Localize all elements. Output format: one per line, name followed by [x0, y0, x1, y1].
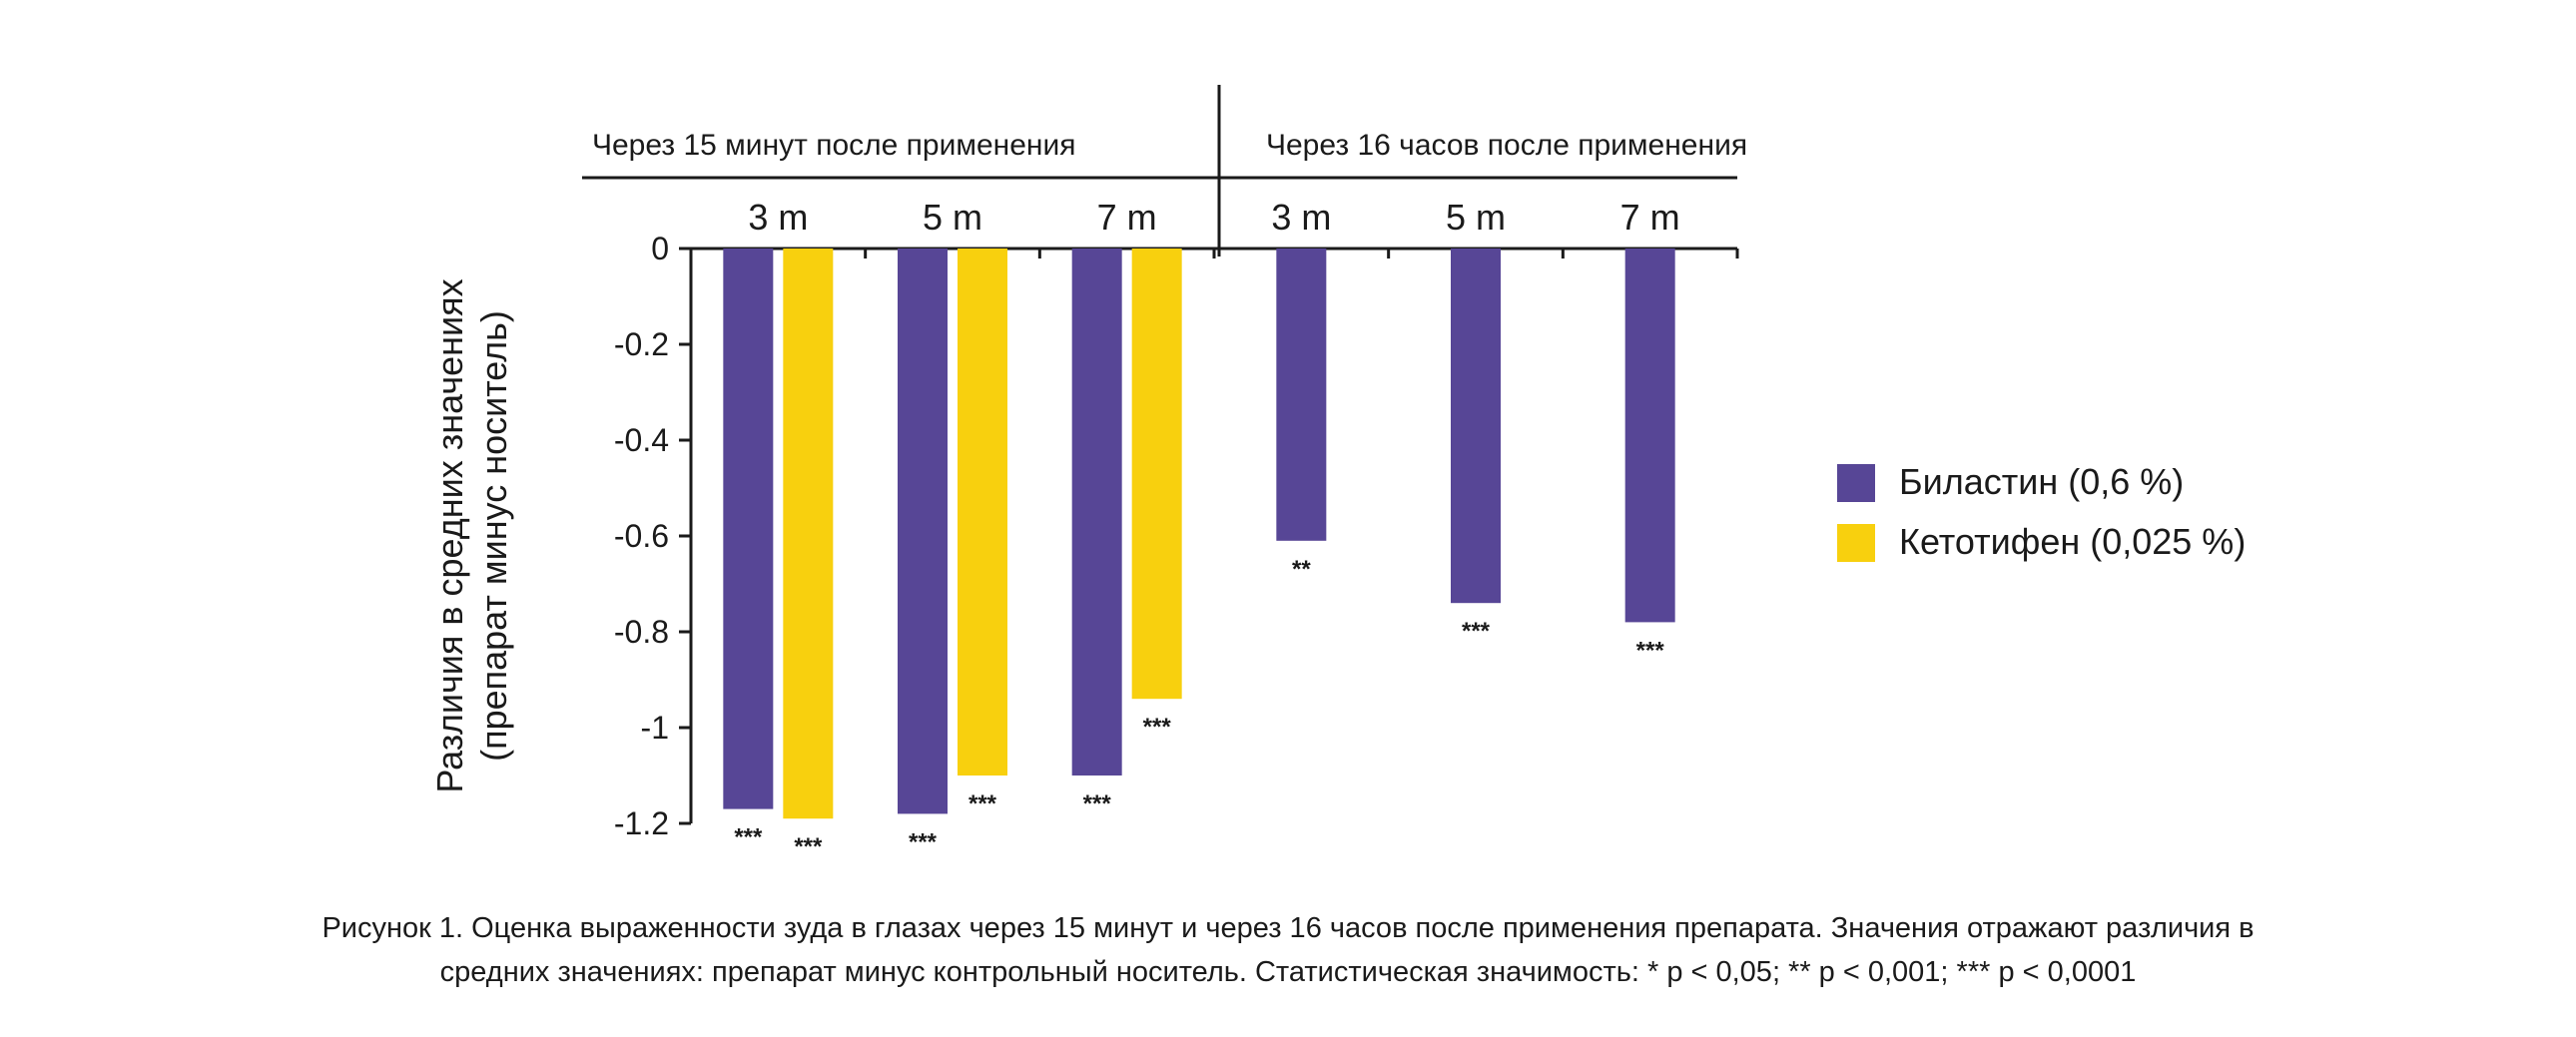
y-tick-label: -0.2 [614, 326, 669, 362]
y-axis-label-line-2: (препарат минус носитель) [473, 310, 514, 762]
figure-caption: Рисунок 1. Оценка выраженности зуда в гл… [120, 906, 2456, 994]
bar [723, 249, 774, 809]
axes [582, 85, 1739, 825]
significance-label: *** [1636, 637, 1665, 664]
category-label: 5 m [923, 197, 982, 238]
category-label: 7 m [1620, 197, 1680, 238]
legend-swatch [1837, 464, 1875, 502]
category-label: 3 m [1271, 197, 1331, 238]
labels: 0 -0.2 -0.4 -0.6 -0.8 -1 -1.2 Различия в средни… [429, 129, 1747, 860]
y-tick-label: -1.2 [614, 805, 669, 841]
significance-label: *** [734, 824, 763, 851]
significance-label: *** [1083, 790, 1112, 817]
bar [1276, 249, 1327, 541]
category-label: 7 m [1097, 197, 1157, 238]
y-axis-label: Различия в средних значениях(препарат ми… [429, 278, 514, 792]
significance-label: *** [968, 790, 997, 817]
y-tick-label: -1 [641, 710, 669, 746]
bar [958, 249, 1007, 776]
bar [1624, 249, 1675, 623]
caption-line-1: Рисунок 1. Оценка выраженности зуда в гл… [322, 912, 2254, 944]
legend-label: Кетотифен (0,025 %) [1899, 521, 2246, 562]
caption-line-2: средних значениях: препарат минус контро… [439, 956, 2137, 988]
significance-label: *** [1462, 618, 1491, 645]
bars [723, 249, 1675, 819]
legend-swatch [1837, 524, 1875, 562]
significance-label: *** [794, 833, 823, 860]
y-tick-label: -0.4 [614, 422, 669, 458]
y-axis-label-line-1: Различия в средних значениях [429, 278, 470, 792]
legend: Биластин (0,6 %) Кетотифен (0,025 %) [1837, 461, 2246, 562]
significance-label: *** [1143, 714, 1172, 741]
bar [783, 249, 834, 819]
bar [1131, 249, 1182, 700]
legend-label: Биластин (0,6 %) [1899, 461, 2184, 502]
group-label: Через 15 минут после применения [592, 129, 1075, 162]
group-label: Через 16 часов после применения [1266, 129, 1747, 162]
category-label: 3 m [748, 197, 808, 238]
significance-label: *** [909, 828, 938, 855]
bar [1071, 249, 1122, 776]
significance-label: ** [1292, 556, 1311, 583]
y-tick-label: -0.6 [614, 518, 669, 554]
category-label: 5 m [1446, 197, 1506, 238]
bar [898, 249, 948, 814]
y-tick-label: 0 [651, 231, 669, 266]
y-tick-label: -0.8 [614, 614, 669, 650]
bar [1451, 249, 1501, 604]
